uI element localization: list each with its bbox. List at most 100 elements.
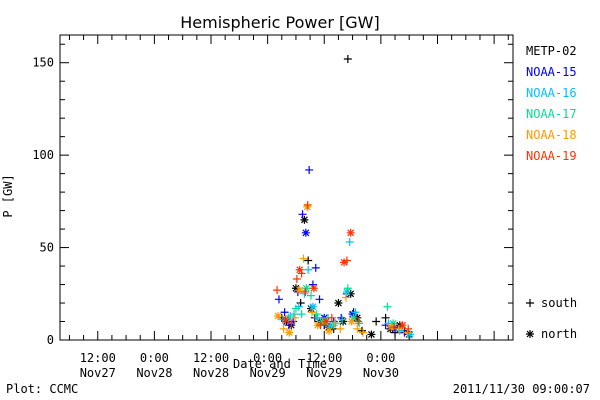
- data-point: [285, 328, 294, 337]
- data-point: [298, 210, 307, 219]
- data-point: [358, 326, 366, 335]
- plot-frame: [59, 34, 514, 341]
- data-point: [404, 324, 413, 333]
- data-point: [308, 302, 317, 311]
- data-point: [386, 324, 395, 333]
- legend-symbol-north: [526, 330, 534, 338]
- data-point: [383, 302, 392, 311]
- legend-symbol-label: south: [541, 296, 577, 310]
- y-axis-label: P [GW]: [1, 174, 15, 217]
- data-point: [372, 317, 381, 326]
- data-point: [291, 304, 300, 313]
- data-point: [297, 269, 306, 278]
- x-tick-label: 12:00: [193, 351, 229, 365]
- data-point: [302, 284, 311, 293]
- data-point: [342, 287, 351, 296]
- data-point: [348, 310, 357, 319]
- x-tick-label: 12:00: [306, 351, 342, 365]
- x-tick-label: Nov27: [80, 366, 116, 380]
- data-point: [324, 326, 333, 335]
- data-point: [345, 238, 354, 247]
- data-point: [274, 295, 283, 304]
- data-point: [346, 228, 355, 237]
- legend: METP-02 NOAA-15 NOAA-16 NOAA-17 NOAA-18 NOAA-…: [526, 44, 577, 341]
- data-point: [297, 310, 306, 319]
- legend-item: NOAA-15: [526, 65, 577, 79]
- data-point: [279, 324, 288, 333]
- data-point: [406, 330, 415, 339]
- data-point: [305, 165, 314, 174]
- data-point: [330, 319, 339, 328]
- data-point: [307, 291, 316, 300]
- data-point: [290, 313, 299, 322]
- y-tick-label: 50: [40, 241, 54, 255]
- data-point: [301, 287, 310, 296]
- data-point: [282, 317, 291, 326]
- legend-symbol-label: north: [541, 327, 577, 341]
- x-tick-label: 0:00: [366, 351, 395, 365]
- data-point: [389, 319, 398, 328]
- data-point: [300, 289, 309, 298]
- series-noaa-15: [274, 165, 409, 337]
- data-point: [309, 284, 318, 293]
- data-point: [307, 308, 316, 317]
- data-point: [353, 324, 362, 333]
- data-point: [351, 308, 360, 317]
- data-point: [343, 55, 352, 64]
- footer-right: 2011/11/30 09:00:07: [453, 382, 590, 396]
- legend-symbol-south: [526, 299, 534, 307]
- data-point: [337, 313, 346, 322]
- data-point: [313, 313, 322, 322]
- data-marks: [273, 55, 415, 339]
- x-tick-label: 0:00: [140, 351, 169, 365]
- data-point: [273, 286, 282, 295]
- x-tick-label: Nov30: [363, 366, 399, 380]
- x-tick-label: Nov28: [136, 366, 172, 380]
- data-point: [358, 328, 367, 337]
- chart-title: Hemispheric Power [GW]: [180, 13, 379, 32]
- data-point: [295, 265, 304, 274]
- data-point: [322, 317, 331, 326]
- data-point: [343, 284, 352, 293]
- data-point: [339, 317, 348, 326]
- data-point: [274, 311, 283, 320]
- data-point: [312, 310, 321, 319]
- data-point: [334, 299, 343, 308]
- data-point: [341, 293, 350, 302]
- x-tick-label: 0:00: [253, 351, 282, 365]
- data-point: [299, 254, 308, 263]
- data-point: [295, 286, 304, 295]
- data-point: [291, 284, 300, 293]
- legend-item: METP-02: [526, 44, 577, 58]
- data-point: [287, 319, 296, 328]
- y-tick-label: 0: [47, 333, 54, 347]
- data-point: [329, 321, 338, 330]
- footer-left: Plot: CCMC: [6, 382, 78, 396]
- data-point: [289, 317, 298, 326]
- data-point: [316, 321, 325, 330]
- x-axis-label: Date and Time: [233, 357, 327, 371]
- data-point: [398, 321, 407, 330]
- data-point: [303, 201, 312, 210]
- x-tick-label: Nov29: [250, 366, 286, 380]
- data-point: [354, 317, 363, 326]
- data-point: [300, 215, 309, 224]
- data-point: [301, 228, 310, 237]
- plot-area: 05010015012:00Nov270:00Nov2812:00Nov280:…: [32, 34, 514, 380]
- x-tick-label: Nov28: [193, 366, 229, 380]
- data-point: [327, 313, 336, 322]
- data-point: [394, 324, 403, 333]
- data-point: [304, 265, 313, 274]
- series-noaa-19: [273, 201, 413, 333]
- data-point: [349, 313, 358, 322]
- data-point: [381, 313, 390, 322]
- data-point: [347, 317, 356, 326]
- data-point: [292, 275, 301, 283]
- data-point: [296, 299, 305, 308]
- data-point: [281, 315, 290, 324]
- legend-item: NOAA-18: [526, 128, 577, 142]
- x-tick-label: Nov29: [306, 366, 342, 380]
- data-point: [342, 256, 351, 265]
- data-point: [286, 311, 295, 320]
